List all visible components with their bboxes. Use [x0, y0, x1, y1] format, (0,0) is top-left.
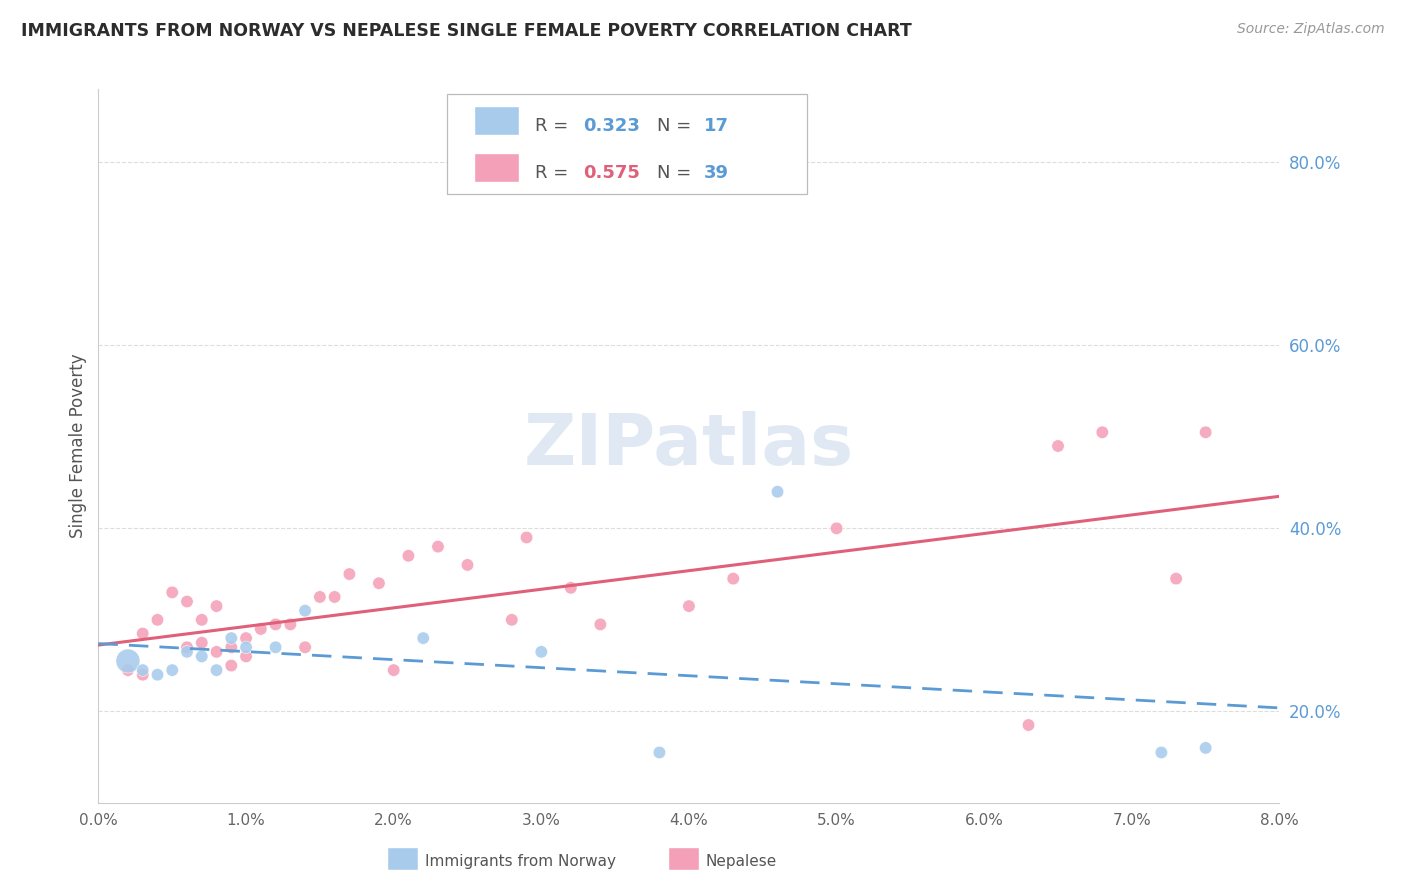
Point	[501, 613, 523, 627]
Point	[219, 658, 242, 673]
Point	[1091, 425, 1114, 440]
Point	[1164, 572, 1187, 586]
Y-axis label: Single Female Poverty: Single Female Poverty	[69, 354, 87, 538]
Point	[1046, 439, 1069, 453]
Text: 17: 17	[704, 117, 730, 135]
Point	[117, 663, 139, 677]
Point	[250, 622, 273, 636]
Point	[117, 654, 139, 668]
Bar	[668, 847, 699, 870]
Point	[162, 663, 183, 677]
Point	[648, 746, 671, 760]
Point	[721, 572, 744, 586]
Point	[176, 645, 198, 659]
Point	[132, 667, 155, 681]
Point	[412, 631, 434, 645]
Point	[589, 617, 612, 632]
Point	[191, 636, 214, 650]
Point	[191, 613, 214, 627]
Point	[530, 645, 553, 659]
Text: Nepalese: Nepalese	[706, 855, 778, 869]
Point	[323, 590, 346, 604]
Point	[308, 590, 332, 604]
Point	[560, 581, 582, 595]
Text: Source: ZipAtlas.com: Source: ZipAtlas.com	[1237, 22, 1385, 37]
FancyBboxPatch shape	[447, 95, 807, 194]
Text: Immigrants from Norway: Immigrants from Norway	[425, 855, 616, 869]
Point	[176, 640, 198, 655]
Point	[219, 640, 242, 655]
Text: 0.323: 0.323	[582, 117, 640, 135]
Point	[337, 567, 360, 582]
Point	[205, 645, 228, 659]
Point	[219, 631, 242, 645]
Point	[294, 604, 316, 618]
Point	[1017, 718, 1039, 732]
Text: R =: R =	[536, 117, 575, 135]
Text: N =: N =	[657, 117, 697, 135]
Point	[426, 540, 449, 554]
Text: N =: N =	[657, 164, 697, 182]
Point	[235, 631, 257, 645]
Point	[235, 640, 257, 655]
Point	[678, 599, 700, 613]
Point	[176, 594, 198, 608]
Point	[162, 585, 183, 599]
Point	[515, 531, 537, 545]
Point	[235, 649, 257, 664]
Bar	[474, 106, 519, 135]
Text: IMMIGRANTS FROM NORWAY VS NEPALESE SINGLE FEMALE POVERTY CORRELATION CHART: IMMIGRANTS FROM NORWAY VS NEPALESE SINGL…	[21, 22, 912, 40]
Point	[278, 617, 302, 632]
Bar	[474, 153, 519, 182]
Text: ZIPatlas: ZIPatlas	[524, 411, 853, 481]
Point	[367, 576, 389, 591]
Point	[396, 549, 419, 563]
Point	[205, 663, 228, 677]
Text: 0.575: 0.575	[582, 164, 640, 182]
Point	[264, 617, 287, 632]
Point	[146, 667, 169, 681]
Point	[456, 558, 478, 572]
Point	[1194, 740, 1216, 755]
Point	[294, 640, 316, 655]
Point	[382, 663, 405, 677]
Bar	[387, 847, 418, 870]
Point	[205, 599, 228, 613]
Point	[132, 626, 155, 640]
Text: R =: R =	[536, 164, 575, 182]
Point	[264, 640, 287, 655]
Point	[766, 484, 789, 499]
Point	[146, 613, 169, 627]
Point	[191, 649, 214, 664]
Point	[1194, 425, 1216, 440]
Point	[825, 521, 848, 535]
Point	[1150, 746, 1173, 760]
Text: 39: 39	[704, 164, 730, 182]
Point	[132, 663, 155, 677]
